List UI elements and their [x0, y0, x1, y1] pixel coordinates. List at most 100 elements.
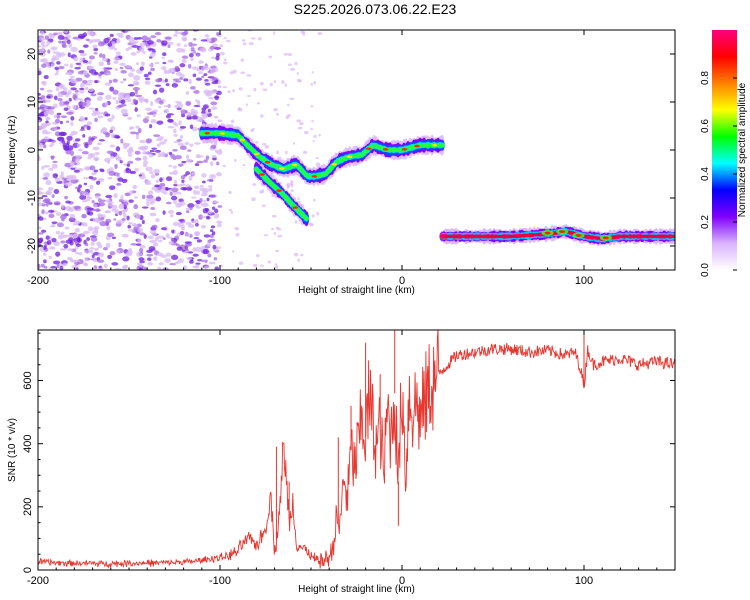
- noise-blob: [147, 262, 153, 266]
- noise-blob: [114, 163, 118, 169]
- noise-blob: [59, 214, 67, 220]
- noise-blob: [44, 99, 51, 103]
- noise-blob: [99, 221, 107, 227]
- noise-blob: [173, 200, 178, 205]
- track-core: [505, 235, 510, 238]
- noise-blob: [209, 174, 217, 180]
- noise-blob: [120, 80, 124, 84]
- track-hotspot: [253, 152, 260, 156]
- noise-blob: [169, 189, 173, 192]
- noise-blob: [66, 135, 73, 141]
- noise-blob: [107, 176, 113, 180]
- noise-blob: [38, 44, 42, 48]
- noise-blob: [167, 209, 175, 215]
- noise-blob: [125, 47, 130, 52]
- noise-blob: [38, 125, 46, 130]
- noise-blob: [97, 259, 105, 263]
- noise-blob: [136, 251, 143, 257]
- noise-blob: [143, 73, 149, 78]
- noise-blob: [88, 88, 94, 92]
- noise-blob: [134, 150, 141, 155]
- noise-blob: [162, 237, 166, 240]
- noise-blob: [67, 145, 74, 151]
- noise-blob: [127, 152, 133, 157]
- noise-speck: [283, 52, 288, 56]
- noise-blob: [174, 65, 180, 70]
- noise-blob: [184, 110, 188, 114]
- noise-blob: [135, 243, 142, 246]
- track-core: [472, 235, 477, 238]
- noise-blob: [71, 156, 76, 162]
- noise-speck: [245, 103, 248, 107]
- snr-ytick-label: 200: [22, 498, 34, 516]
- noise-blob: [158, 87, 165, 93]
- noise-blob: [74, 89, 79, 93]
- noise-blob: [105, 218, 112, 223]
- noise-blob: [38, 232, 44, 235]
- noise-speck: [255, 254, 260, 258]
- noise-blob: [120, 70, 127, 74]
- noise-blob: [174, 122, 178, 127]
- noise-speck: [276, 150, 279, 155]
- noise-blob: [138, 267, 143, 270]
- noise-blob: [53, 32, 58, 36]
- noise-blob: [142, 117, 149, 124]
- noise-blob: [149, 239, 157, 244]
- noise-blob: [150, 35, 157, 39]
- noise-blob: [194, 163, 200, 167]
- track-core: [567, 230, 572, 234]
- track-hotspot: [431, 143, 438, 147]
- noise-blob: [198, 71, 203, 74]
- noise-blob: [179, 231, 185, 236]
- noise-blob: [214, 266, 220, 270]
- noise-blob: [59, 120, 63, 125]
- noise-blob: [145, 116, 150, 119]
- track-core: [465, 235, 470, 238]
- noise-blob: [121, 265, 127, 270]
- noise-blob: [206, 242, 211, 247]
- noise-speck: [273, 108, 278, 112]
- noise-blob: [137, 127, 142, 134]
- noise-blob: [112, 78, 118, 83]
- heatmap-xtick-label: -200: [27, 275, 49, 287]
- noise-blob: [119, 66, 124, 70]
- noise-blob: [79, 57, 84, 63]
- noise-blob: [87, 157, 92, 160]
- track-core: [622, 235, 627, 238]
- noise-speck: [311, 71, 314, 74]
- noise-blob: [107, 254, 113, 259]
- noise-blob: [195, 205, 202, 209]
- noise-blob: [148, 56, 153, 59]
- noise-blob: [109, 129, 114, 134]
- noise-blob: [82, 44, 89, 48]
- noise-blob: [132, 86, 140, 91]
- noise-blob: [185, 171, 191, 176]
- track-core: [462, 235, 467, 238]
- noise-blob: [41, 80, 47, 86]
- noise-blob: [170, 153, 176, 159]
- noise-blob: [169, 191, 173, 196]
- track-core: [585, 235, 590, 238]
- noise-blob: [176, 47, 184, 53]
- noise-blob: [105, 194, 113, 199]
- noise-speck: [298, 79, 302, 83]
- noise-blob: [139, 244, 146, 249]
- snr-line: [38, 330, 675, 569]
- noise-blob: [147, 40, 154, 45]
- noise-blob: [203, 259, 208, 263]
- track-core: [531, 233, 536, 237]
- noise-blob: [142, 155, 148, 161]
- heatmap-ytick-label: 10: [26, 96, 38, 108]
- noise-blob: [90, 236, 98, 242]
- noise-blob: [159, 177, 163, 183]
- noise-speck: [296, 71, 299, 76]
- noise-blob: [115, 136, 121, 139]
- noise-blob: [172, 169, 179, 176]
- noise-blob: [176, 191, 182, 195]
- noise-speck: [296, 119, 302, 123]
- noise-speck: [311, 214, 315, 218]
- noise-blob: [133, 224, 138, 228]
- noise-blob: [38, 198, 41, 202]
- noise-blob: [104, 101, 109, 107]
- noise-blob: [121, 233, 129, 238]
